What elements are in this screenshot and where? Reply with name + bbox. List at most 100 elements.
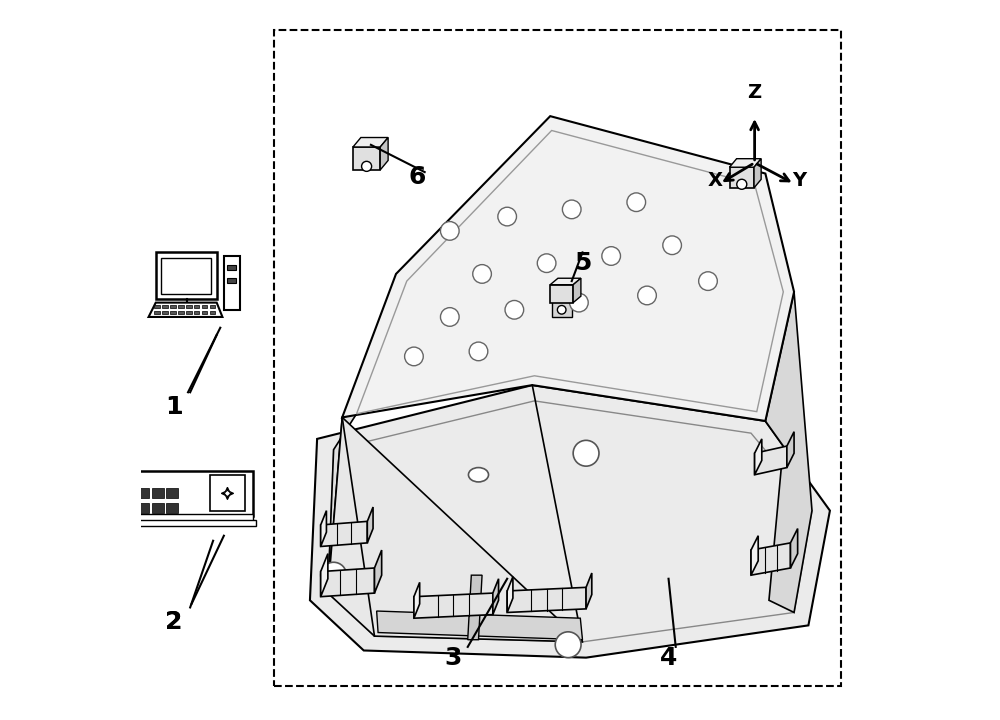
Polygon shape xyxy=(380,138,388,170)
FancyBboxPatch shape xyxy=(210,475,245,511)
Polygon shape xyxy=(342,116,794,421)
FancyBboxPatch shape xyxy=(138,503,149,513)
Polygon shape xyxy=(586,573,592,609)
Circle shape xyxy=(362,161,372,171)
Polygon shape xyxy=(573,278,581,302)
FancyBboxPatch shape xyxy=(227,278,236,283)
Circle shape xyxy=(570,293,588,312)
Polygon shape xyxy=(468,575,482,639)
Polygon shape xyxy=(493,579,499,615)
Polygon shape xyxy=(414,582,420,618)
Polygon shape xyxy=(374,550,382,593)
FancyBboxPatch shape xyxy=(202,305,207,308)
Text: Z: Z xyxy=(748,84,762,102)
Circle shape xyxy=(699,271,717,290)
Polygon shape xyxy=(328,414,357,593)
FancyBboxPatch shape xyxy=(550,284,573,302)
Text: Y: Y xyxy=(792,171,806,190)
FancyBboxPatch shape xyxy=(186,305,192,308)
Polygon shape xyxy=(730,158,761,167)
Circle shape xyxy=(602,247,620,266)
Polygon shape xyxy=(755,439,762,474)
FancyBboxPatch shape xyxy=(730,167,754,188)
Text: 4: 4 xyxy=(660,646,677,670)
FancyBboxPatch shape xyxy=(178,310,184,314)
Polygon shape xyxy=(550,278,581,284)
Text: 5: 5 xyxy=(574,251,591,275)
Polygon shape xyxy=(310,385,830,657)
FancyBboxPatch shape xyxy=(134,514,253,521)
FancyBboxPatch shape xyxy=(202,310,207,314)
FancyBboxPatch shape xyxy=(178,305,184,308)
FancyBboxPatch shape xyxy=(194,305,199,308)
Text: 2: 2 xyxy=(165,610,182,634)
Polygon shape xyxy=(414,593,493,618)
FancyBboxPatch shape xyxy=(166,503,178,513)
FancyBboxPatch shape xyxy=(131,520,256,526)
Circle shape xyxy=(469,342,488,361)
Polygon shape xyxy=(321,568,374,597)
FancyBboxPatch shape xyxy=(227,266,236,270)
Polygon shape xyxy=(755,446,787,474)
Circle shape xyxy=(627,193,646,212)
Polygon shape xyxy=(765,292,812,613)
FancyBboxPatch shape xyxy=(170,305,176,308)
FancyBboxPatch shape xyxy=(134,471,253,516)
Circle shape xyxy=(573,441,599,466)
Circle shape xyxy=(505,300,524,319)
Circle shape xyxy=(555,632,581,657)
FancyBboxPatch shape xyxy=(138,487,149,498)
Polygon shape xyxy=(751,536,758,575)
FancyBboxPatch shape xyxy=(166,487,178,498)
Polygon shape xyxy=(328,418,582,642)
Bar xyxy=(274,30,841,686)
Ellipse shape xyxy=(468,467,489,482)
Polygon shape xyxy=(507,588,586,613)
Text: 6: 6 xyxy=(409,165,426,189)
FancyBboxPatch shape xyxy=(154,305,160,308)
FancyBboxPatch shape xyxy=(152,503,164,513)
Circle shape xyxy=(321,562,347,588)
Circle shape xyxy=(562,200,581,219)
Circle shape xyxy=(440,307,459,326)
Polygon shape xyxy=(367,507,373,543)
Text: 1: 1 xyxy=(165,395,182,418)
Polygon shape xyxy=(321,554,328,597)
Polygon shape xyxy=(321,510,326,546)
Circle shape xyxy=(440,222,459,240)
Circle shape xyxy=(737,179,747,189)
Circle shape xyxy=(498,207,516,226)
Circle shape xyxy=(473,265,491,283)
FancyBboxPatch shape xyxy=(552,301,572,317)
FancyBboxPatch shape xyxy=(210,310,215,314)
Polygon shape xyxy=(149,302,222,317)
Polygon shape xyxy=(790,528,798,568)
Circle shape xyxy=(537,254,556,272)
FancyBboxPatch shape xyxy=(154,310,160,314)
Circle shape xyxy=(638,286,656,305)
Circle shape xyxy=(557,305,566,314)
FancyBboxPatch shape xyxy=(152,487,164,498)
Polygon shape xyxy=(754,158,761,188)
FancyBboxPatch shape xyxy=(186,310,192,314)
Polygon shape xyxy=(751,543,790,575)
Polygon shape xyxy=(353,138,388,147)
Polygon shape xyxy=(377,611,582,639)
Text: X: X xyxy=(707,171,722,190)
FancyBboxPatch shape xyxy=(210,305,215,308)
Circle shape xyxy=(663,236,681,255)
Polygon shape xyxy=(507,577,513,613)
FancyBboxPatch shape xyxy=(224,256,240,310)
Text: 1: 1 xyxy=(165,395,182,418)
FancyBboxPatch shape xyxy=(162,310,168,314)
FancyBboxPatch shape xyxy=(194,310,199,314)
FancyBboxPatch shape xyxy=(162,305,168,308)
FancyBboxPatch shape xyxy=(353,147,380,170)
Polygon shape xyxy=(787,432,794,467)
Polygon shape xyxy=(321,521,367,546)
Circle shape xyxy=(405,347,423,366)
Text: 2: 2 xyxy=(165,610,182,634)
Text: 3: 3 xyxy=(445,646,462,670)
FancyBboxPatch shape xyxy=(156,253,217,299)
FancyBboxPatch shape xyxy=(161,258,211,294)
